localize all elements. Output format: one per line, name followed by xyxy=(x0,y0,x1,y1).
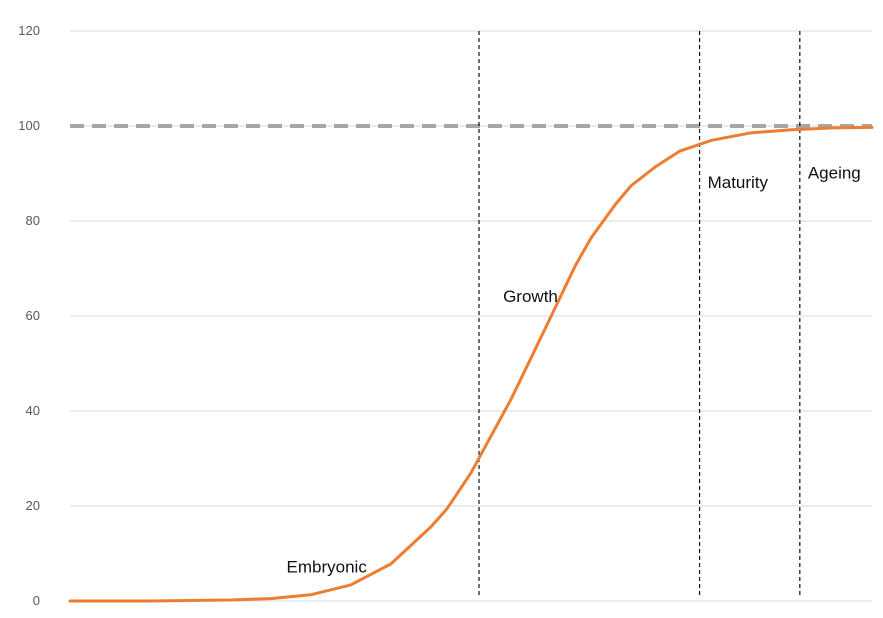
phase-label-growth: Growth xyxy=(503,287,558,306)
y-tick-label: 20 xyxy=(26,498,40,513)
phase-label-embryonic: Embryonic xyxy=(287,558,368,577)
y-tick-label: 60 xyxy=(26,308,40,323)
series-layer xyxy=(68,125,874,603)
y-tick-label: 40 xyxy=(26,403,40,418)
y-tick-label: 100 xyxy=(18,118,40,133)
gridlines xyxy=(70,30,872,602)
phase-label-ageing: Ageing xyxy=(808,163,861,182)
y-tick-label: 120 xyxy=(18,23,40,38)
y-tick-label: 0 xyxy=(33,593,40,608)
y-tick-labels: 0 20 40 60 80 100 120 xyxy=(18,23,40,608)
phase-label-maturity: Maturity xyxy=(708,173,769,192)
series-line-0 xyxy=(68,125,874,603)
phase-boundaries xyxy=(478,31,801,598)
phase-labels: Embryonic Growth Maturity Ageing xyxy=(287,163,861,576)
y-tick-label: 80 xyxy=(26,213,40,228)
